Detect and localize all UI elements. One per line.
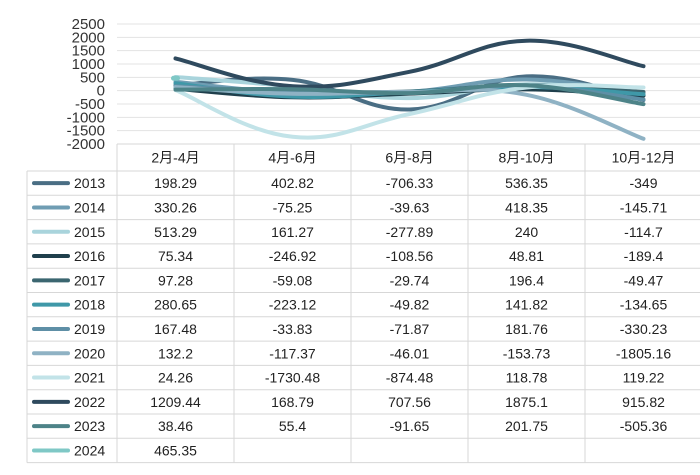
- y-tick-label: 2500: [72, 16, 105, 33]
- y-tick-label: 2000: [72, 29, 105, 46]
- y-tick-label: 500: [80, 69, 105, 86]
- data-label: 141.82: [505, 297, 548, 313]
- data-label: -246.92: [269, 248, 317, 264]
- data-label: 196.4: [509, 272, 544, 288]
- y-tick-label: 1500: [72, 43, 105, 60]
- data-label: 167.48: [154, 321, 197, 337]
- y-tick-label: -2000: [67, 136, 105, 153]
- x-category-label: 10月-12月: [612, 150, 676, 166]
- data-label: -505.36: [620, 418, 668, 434]
- data-label: 402.82: [271, 175, 314, 191]
- y-tick-label: 1000: [72, 56, 105, 73]
- data-label: 201.75: [505, 418, 548, 434]
- data-label: -117.37: [269, 345, 316, 361]
- legend-label: 2019: [74, 321, 105, 337]
- data-label: -1730.48: [265, 370, 320, 386]
- y-tick-label: -500: [75, 96, 105, 113]
- legend-label: 2014: [74, 199, 105, 215]
- data-label: 55.4: [279, 418, 306, 434]
- data-label: 1875.1: [505, 394, 548, 410]
- data-label: -29.74: [390, 272, 430, 288]
- legend-label: 2017: [74, 272, 105, 288]
- legend-label: 2018: [74, 297, 105, 313]
- data-label: 181.76: [505, 321, 548, 337]
- x-category-label: 2月-4月: [151, 150, 199, 166]
- data-label: -145.71: [620, 199, 668, 215]
- data-label: 465.35: [154, 442, 197, 458]
- data-label: 38.46: [158, 418, 193, 434]
- data-label: 240: [515, 224, 539, 240]
- y-tick-label: -1000: [67, 109, 105, 126]
- data-label: -114.7: [624, 224, 663, 240]
- data-label: -349: [629, 175, 657, 191]
- legend-label: 2021: [74, 370, 105, 386]
- data-label: 513.29: [154, 224, 197, 240]
- data-label: -49.82: [390, 297, 430, 313]
- data-label: -330.23: [620, 321, 668, 337]
- y-tick-label: 0: [97, 83, 105, 100]
- series-line-2023: [173, 82, 646, 107]
- data-label: -39.63: [390, 199, 430, 215]
- legend-label: 2020: [74, 345, 105, 361]
- data-label: 118.78: [506, 370, 548, 386]
- legend-label: 2022: [74, 394, 105, 410]
- data-label: -223.12: [269, 297, 317, 313]
- legend-label: 2015: [74, 224, 105, 240]
- series-lines: [171, 38, 646, 141]
- data-label: 48.81: [509, 248, 544, 264]
- data-label: 161.27: [271, 224, 314, 240]
- legend-label: 2016: [74, 248, 105, 264]
- data-label: 280.65: [154, 297, 197, 313]
- data-label: 418.35: [505, 199, 548, 215]
- data-label: -33.83: [273, 321, 313, 337]
- data-label: -1805.16: [616, 345, 671, 361]
- data-label: -71.87: [390, 321, 430, 337]
- data-label: 536.35: [505, 175, 548, 191]
- data-table: 2月-4月 4月-6月 6月-8月 8月-10月 10月-12月 2013 198.29 40…: [26, 143, 700, 464]
- x-category-label: 6月-8月: [385, 150, 433, 166]
- data-label: 119.22: [623, 370, 665, 386]
- data-label: -91.65: [390, 418, 430, 434]
- data-label: -108.56: [386, 248, 434, 264]
- data-label: 24.26: [158, 370, 193, 386]
- data-label: 168.79: [271, 394, 314, 410]
- legend-label: 2024: [74, 442, 105, 458]
- data-label: -706.33: [386, 175, 434, 191]
- data-label: 75.34: [158, 248, 193, 264]
- data-label: 707.56: [388, 394, 431, 410]
- data-label: -75.25: [273, 199, 313, 215]
- data-label: -49.47: [624, 272, 664, 288]
- data-label: -153.73: [503, 345, 551, 361]
- legend-label: 2023: [74, 418, 105, 434]
- y-tick-label: -1500: [67, 123, 105, 140]
- data-label: 97.28: [158, 272, 193, 288]
- data-label: 330.26: [154, 199, 197, 215]
- data-label: -189.4: [624, 248, 664, 264]
- data-label: 132.2: [158, 345, 193, 361]
- data-label: -59.08: [273, 272, 313, 288]
- legend-label: 2013: [74, 175, 105, 191]
- data-label: -46.01: [390, 345, 430, 361]
- x-category-label: 8月-10月: [498, 150, 554, 166]
- data-label: -134.65: [620, 297, 668, 313]
- series-line-2021: [173, 83, 646, 140]
- series-line-2013: [173, 74, 646, 112]
- series-line-2022: [173, 38, 646, 89]
- data-label: 915.82: [622, 394, 665, 410]
- data-label: 198.29: [154, 175, 197, 191]
- data-label: 1209.44: [150, 394, 201, 410]
- data-label: -277.89: [386, 224, 434, 240]
- data-label: -874.48: [386, 370, 434, 386]
- x-category-label: 4月-6月: [268, 150, 316, 166]
